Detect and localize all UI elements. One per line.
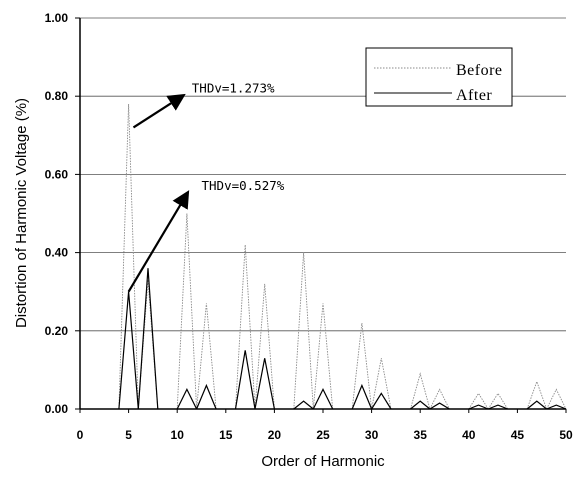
spike-before-h43 <box>487 392 509 410</box>
series-before <box>118 103 567 410</box>
x-tick-label: 10 <box>171 428 185 442</box>
legend-box <box>365 47 513 107</box>
spike-before-h37 <box>429 388 450 410</box>
annotation-arrow <box>132 93 186 129</box>
annotation-label: THDv=1.273% <box>192 80 275 95</box>
spike-after-h19 <box>254 358 275 410</box>
legend: Before After <box>365 47 513 107</box>
y-tick-label: 0.80 <box>45 89 69 103</box>
tick-labels: 0.00 0.20 0.40 0.60 0.80 1.00 0 5 10 15 20 25 30 35 40… <box>45 11 573 442</box>
series-lines <box>118 103 567 410</box>
spike-after-h7 <box>137 268 159 410</box>
spike-after-h17 <box>234 350 256 410</box>
annotation-label: THDv=0.527% <box>202 178 285 193</box>
x-tick-label: 25 <box>316 428 330 442</box>
x-tick-label: 35 <box>414 428 428 442</box>
spike-before-h23 <box>293 252 314 410</box>
spike-after-h23 <box>293 400 314 410</box>
spike-after-h43 <box>487 404 508 410</box>
spike-after-h35 <box>410 400 431 410</box>
spike-before-h13 <box>196 303 217 410</box>
spike-before-h49 <box>546 388 567 410</box>
x-tick-label: 0 <box>77 428 84 442</box>
spike-after-h31 <box>371 392 392 410</box>
spike-before-h11 <box>176 213 198 410</box>
annotations: THDv=1.273% THDv=0.527% <box>127 80 285 293</box>
legend-label-before: Before <box>456 62 503 79</box>
spike-after-h41 <box>468 404 489 410</box>
x-tick-label: 50 <box>559 428 573 442</box>
x-axis-title: Order of Harmonic <box>261 453 385 470</box>
spike-before-h31 <box>371 358 392 410</box>
spike-before-h41 <box>468 392 489 410</box>
x-tick-label: 30 <box>365 428 379 442</box>
spike-after-h37 <box>429 402 450 410</box>
x-tick-label: 5 <box>125 428 132 442</box>
y-tick-label: 0.60 <box>45 167 69 181</box>
spike-before-h29 <box>351 322 373 410</box>
x-tick-label: 15 <box>219 428 233 442</box>
annotation-arrow <box>127 190 190 293</box>
spike-after-h47 <box>526 400 547 410</box>
spike-before-h25 <box>312 303 334 410</box>
spike-before-h17 <box>235 244 256 410</box>
spike-before-h35 <box>410 372 431 410</box>
spike-after-h11 <box>176 388 198 410</box>
spike-after-h13 <box>196 383 217 410</box>
spike-after-h49 <box>546 404 567 410</box>
series-after <box>118 268 567 410</box>
y-tick-label: 0.20 <box>45 324 69 338</box>
legend-label-after: After <box>456 87 492 104</box>
y-axis-title: Distortion of Harmonic Voltage (%) <box>13 98 30 328</box>
grid-lines <box>80 17 566 332</box>
spike-after-h29 <box>351 383 373 410</box>
y-tick-label: 0.40 <box>45 246 69 260</box>
x-tick-label: 40 <box>462 428 476 442</box>
x-tick-label: 20 <box>268 428 282 442</box>
y-tick-label: 1.00 <box>45 11 69 25</box>
spike-before-h5 <box>118 103 139 410</box>
x-tick-label: 45 <box>511 428 525 442</box>
y-tick-label: 0.00 <box>45 402 69 416</box>
spike-after-h25 <box>312 388 334 410</box>
spike-before-h19 <box>254 283 275 410</box>
